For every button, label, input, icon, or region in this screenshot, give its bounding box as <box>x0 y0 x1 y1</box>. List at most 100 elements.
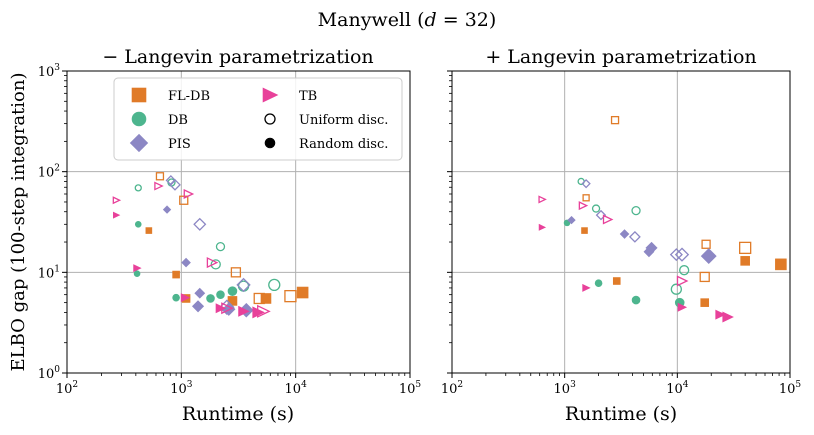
data-point-pis-uniform <box>169 178 181 191</box>
data-point-tb-uniform <box>206 257 219 269</box>
data-point-tb-uniform <box>602 214 614 225</box>
data-point-fl-db-uniform <box>284 289 297 303</box>
data-point-pis-uniform <box>236 277 251 293</box>
x-tick-label: 105 <box>779 380 802 397</box>
data-point-pis-random <box>567 215 576 225</box>
y-tick-label: 100 <box>38 365 61 382</box>
data-point-db-uniform <box>215 241 226 252</box>
data-point-fl-db-random <box>260 293 272 304</box>
data-point-db-random <box>227 286 238 296</box>
data-point-tb-random <box>715 309 726 320</box>
data-point-pis-uniform <box>581 178 591 189</box>
data-point-db-random <box>133 270 141 277</box>
data-point-tb-random <box>215 303 227 314</box>
data-point-pis-uniform <box>628 230 641 243</box>
data-point-pis-random <box>191 300 205 313</box>
data-point-fl-db-uniform <box>699 271 710 283</box>
data-point-db-uniform <box>679 265 690 276</box>
data-point-pis-uniform <box>669 248 683 262</box>
legend-marker-db <box>131 111 147 127</box>
data-point-pis-random <box>645 241 658 254</box>
axes-frame <box>451 70 791 374</box>
data-point-tb-random <box>677 302 688 312</box>
data-point-fl-db-random <box>296 286 309 299</box>
x-tick-label: 104 <box>666 380 689 397</box>
data-point-db-uniform <box>134 184 142 192</box>
right-panel-title: + Langevin parametrization <box>485 46 756 68</box>
data-point-fl-db-uniform <box>701 239 711 249</box>
legend-marker-uniform-disc <box>264 113 276 125</box>
legend-label: Random disc. <box>299 137 388 152</box>
data-point-fl-db-random <box>172 270 180 279</box>
legend-marker-pis <box>129 133 149 153</box>
data-point-tb-random <box>238 305 250 317</box>
data-point-tb-uniform <box>538 195 547 204</box>
data-point-db-random <box>134 221 142 228</box>
data-point-db-random <box>631 295 641 305</box>
data-point-pis-random <box>700 248 717 265</box>
data-point-db-random <box>216 290 225 299</box>
data-point-tb-uniform <box>578 201 589 211</box>
data-point-fl-db-random <box>145 227 153 234</box>
data-point-fl-db-random <box>740 256 750 266</box>
data-point-db-uniform <box>268 278 281 292</box>
data-point-pis-uniform <box>595 209 607 221</box>
x-tick-label: 105 <box>399 380 422 397</box>
data-point-tb-random <box>180 293 191 303</box>
data-point-db-random <box>594 279 603 287</box>
data-point-db-uniform <box>631 205 641 216</box>
data-point-db-random <box>563 219 571 227</box>
data-point-fl-db-uniform <box>155 172 165 181</box>
data-point-tb-uniform <box>112 196 122 205</box>
legend-box <box>113 77 403 161</box>
data-point-tb-uniform <box>154 181 164 191</box>
data-point-db-uniform <box>591 204 601 213</box>
y-tick-label: 101 <box>38 264 60 281</box>
data-point-db-uniform <box>210 259 221 270</box>
y-tick-label: 102 <box>38 164 60 181</box>
legend-marker-random-disc <box>264 137 276 149</box>
data-point-fl-db-random <box>775 258 787 271</box>
data-point-tb-random <box>252 306 265 319</box>
data-point-tb-random <box>538 223 547 231</box>
data-point-pis-random <box>194 287 206 299</box>
legend-label: PIS <box>168 137 191 152</box>
data-point-fl-db-uniform <box>610 115 620 125</box>
legend-label: TB <box>299 89 317 104</box>
data-point-db-random <box>206 294 215 303</box>
legend: FL-DB TB DB Uniform disc. PIS Random disc. <box>113 77 403 161</box>
data-point-tb-uniform <box>183 188 195 200</box>
data-point-pis-uniform <box>193 217 207 231</box>
x-tick-label: 103 <box>170 380 193 397</box>
data-point-fl-db-uniform <box>582 194 590 202</box>
legend-label: Uniform disc. <box>299 113 388 128</box>
data-point-pis-random <box>619 229 630 239</box>
left-panel-title: − Langevin parametrization <box>102 46 373 68</box>
data-point-fl-db-random <box>612 277 621 285</box>
data-point-fl-db-random <box>581 227 588 234</box>
data-point-fl-db-uniform <box>739 241 752 255</box>
y-tick-label: 103 <box>38 63 61 80</box>
x-tick-label: 104 <box>285 380 308 397</box>
data-point-pis-uniform <box>674 247 690 262</box>
x-tick-label: 103 <box>554 380 577 397</box>
x-tick-label: 102 <box>56 380 78 397</box>
data-point-tb-random <box>722 311 734 323</box>
data-point-pis-random <box>181 257 191 268</box>
data-point-db-uniform <box>670 283 682 295</box>
data-point-pis-random <box>162 205 172 214</box>
legend-marker-tb <box>262 87 279 103</box>
right-x-axis-label: Runtime (s) <box>565 403 677 425</box>
legend-marker-fl-db <box>131 87 147 103</box>
data-point-fl-db-uniform <box>230 267 242 278</box>
data-point-tb-random <box>113 211 121 219</box>
legend-label: DB <box>168 113 188 128</box>
data-point-db-random <box>172 293 180 302</box>
data-point-tb-random <box>582 283 591 292</box>
data-point-tb-uniform <box>676 275 689 287</box>
data-point-tb-random <box>133 264 142 273</box>
right-panel: 102 103 104 105 <box>441 70 802 397</box>
x-tick-label: 102 <box>441 380 463 397</box>
left-panel: 102 103 104 105 100 101 102 103 <box>38 63 422 397</box>
